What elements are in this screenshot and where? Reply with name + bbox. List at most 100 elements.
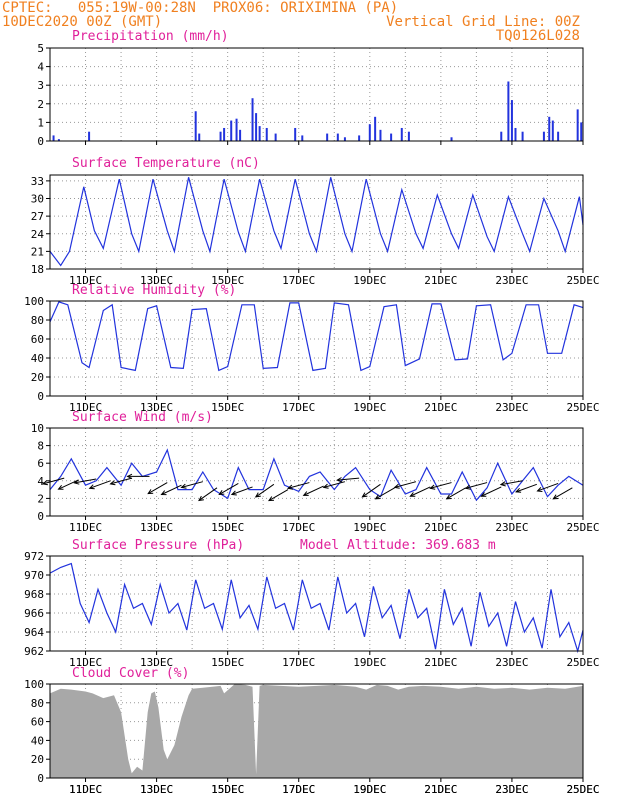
y-tick-label: 60	[31, 716, 44, 729]
wind-arrow-head	[160, 490, 167, 496]
wind-arrow-head	[218, 490, 225, 495]
precip-bar	[194, 111, 197, 141]
wind-arrow-head	[322, 483, 329, 489]
header-model-code: TQ0126L028	[495, 28, 580, 44]
wind-arrow	[362, 483, 381, 498]
y-tick-label: 5	[37, 42, 44, 55]
x-tick-label: 19DEC	[353, 656, 386, 669]
header-grid-note: Vertical Grid Line: 00Z	[386, 14, 580, 30]
x-tick-label: 19DEC	[353, 783, 386, 796]
panel-6	[46, 683, 584, 782]
x-tick-label: 25DEC	[566, 521, 599, 534]
panel-frame	[49, 300, 584, 397]
precip-bar	[265, 127, 268, 141]
x-tick-label: 17DEC	[282, 274, 315, 287]
wind-arrow-head	[147, 489, 154, 495]
panel-frame	[49, 427, 584, 517]
y-tick-label: 4	[37, 61, 44, 74]
series-line	[49, 562, 584, 654]
y-tick-label: 0	[37, 135, 44, 148]
wind-arrow	[553, 487, 573, 500]
wind-arrow-head	[88, 484, 95, 490]
x-tick-label: 13DEC	[140, 656, 173, 669]
precip-bar	[258, 126, 261, 141]
wind-arrow-head	[464, 484, 471, 490]
precip-bar	[343, 137, 346, 141]
series-line	[49, 301, 584, 372]
x-tick-label: 23DEC	[495, 783, 528, 796]
precip-bar	[88, 131, 91, 141]
panel-frame	[49, 174, 584, 270]
x-tick-label: 25DEC	[566, 401, 599, 414]
wind-arrow-head	[230, 490, 237, 496]
y-tick-label: 40	[31, 352, 44, 365]
panel-title: Surface Wind (m/s)	[72, 410, 213, 425]
wind-arrow	[446, 487, 466, 500]
precip-bar	[400, 127, 403, 141]
wind-arrow-head	[409, 492, 416, 497]
wind-arrow-head	[374, 494, 381, 500]
wind-arrow-head	[57, 484, 64, 490]
panel-title: Cloud Cover (%)	[72, 666, 189, 681]
x-tick-label: 23DEC	[495, 401, 528, 414]
x-tick-label: 13DEC	[140, 401, 173, 414]
y-tick-label: 0	[37, 390, 44, 403]
wind-arrow-head	[445, 494, 452, 500]
x-tick-label: 19DEC	[353, 274, 386, 287]
wind-arrow	[74, 478, 97, 484]
precip-bar	[57, 139, 60, 141]
x-tick-label: 17DEC	[282, 656, 315, 669]
y-tick-label: 21	[31, 245, 44, 258]
precip-bar	[251, 98, 254, 141]
y-tick-label: 2	[37, 98, 44, 111]
precip-bar	[274, 133, 277, 141]
wind-arrow-head	[429, 484, 436, 490]
panel-2	[46, 174, 584, 273]
x-tick-label: 17DEC	[282, 401, 315, 414]
wind-arrow-head	[336, 477, 343, 483]
wind-arrow	[500, 480, 523, 486]
y-tick-label: 20	[31, 371, 44, 384]
y-tick-label: 3	[37, 79, 44, 92]
precip-bar	[510, 100, 513, 141]
series-line	[49, 177, 584, 267]
precip-bar	[219, 131, 222, 141]
wind-arrow-head	[286, 484, 294, 490]
x-tick-label: 15DEC	[211, 521, 244, 534]
model-altitude-label: Model Altitude: 369.683 m	[300, 538, 496, 553]
wind-arrow	[288, 482, 310, 489]
y-tick-label: 962	[24, 645, 44, 658]
precip-bar	[390, 133, 393, 141]
x-tick-label: 15DEC	[211, 783, 244, 796]
precip-bar	[542, 131, 545, 141]
precip-bar	[379, 129, 382, 141]
precip-bar	[514, 127, 517, 141]
panel-frame	[49, 47, 584, 142]
precip-bar	[450, 137, 453, 141]
x-tick-label: 11DEC	[69, 521, 102, 534]
wind-arrow-head	[515, 487, 522, 493]
y-tick-label: 24	[31, 228, 45, 241]
y-tick-label: 4	[37, 475, 44, 488]
wind-arrow-head	[41, 480, 48, 486]
wind-arrow	[375, 487, 395, 500]
panel-title: Relative Humidity (%)	[72, 283, 236, 298]
precip-bar	[52, 135, 55, 141]
precip-bar	[548, 116, 551, 141]
y-tick-label: 100	[24, 295, 44, 308]
x-tick-label: 21DEC	[424, 656, 457, 669]
precip-bar	[500, 131, 503, 141]
precip-bar	[326, 133, 329, 141]
y-tick-label: 0	[37, 772, 44, 785]
wind-arrow	[161, 484, 182, 495]
y-tick-label: 80	[31, 314, 44, 327]
x-tick-label: 11DEC	[69, 656, 102, 669]
wind-arrow	[198, 487, 218, 501]
x-tick-label: 23DEC	[495, 656, 528, 669]
y-tick-label: 2	[37, 492, 44, 505]
wind-arrow	[219, 483, 239, 495]
x-tick-label: 13DEC	[140, 783, 173, 796]
precip-bar	[294, 127, 297, 141]
y-tick-label: 8	[37, 440, 44, 453]
x-tick-label: 11DEC	[69, 783, 102, 796]
